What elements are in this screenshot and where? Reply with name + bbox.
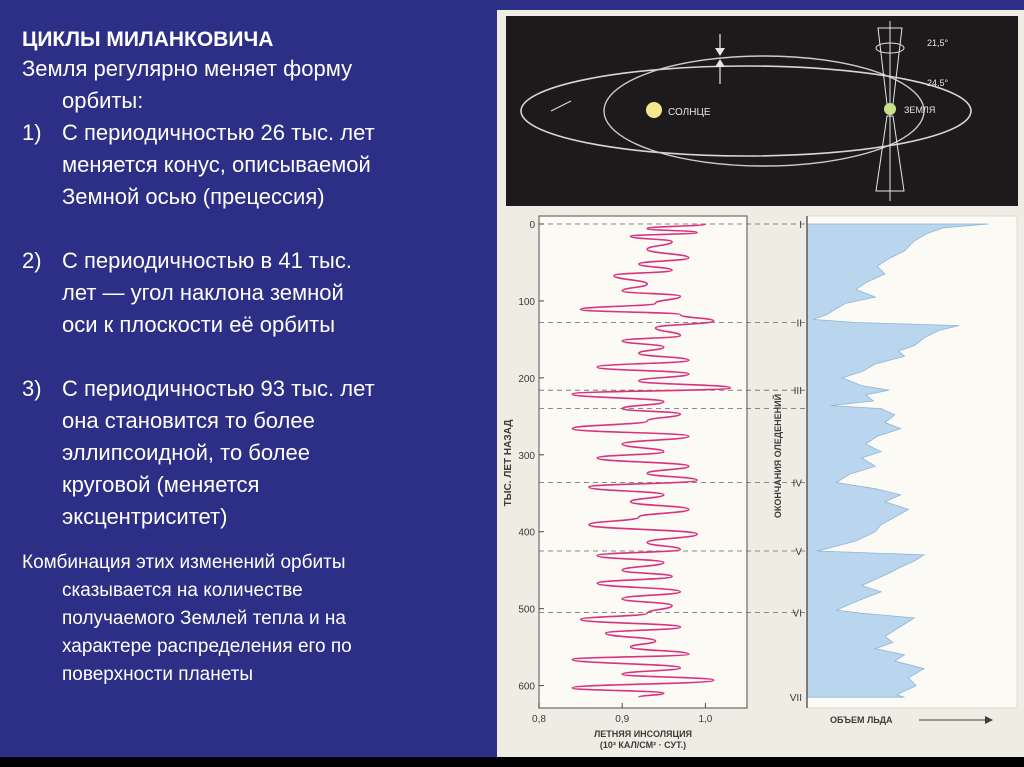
conclusion-line: поверхности планеты — [62, 664, 254, 685]
glaciation-marker-label: V — [795, 547, 802, 558]
conclusion-paragraph: Комбинация этих изменений орбиты сказыва… — [22, 549, 492, 689]
list-item-1: 1) С периодичностью 26 тыс. лет меняется… — [22, 117, 492, 213]
y-tick-label: 300 — [518, 451, 535, 462]
y-tick-label: 0 — [529, 220, 535, 231]
conclusion-line: характере распределения его по — [62, 636, 352, 657]
arrow-right-icon — [985, 716, 993, 724]
insolation-y-axis-label: ТЫС. ЛЕТ НАЗАД — [503, 420, 514, 507]
y-tick-label: 200 — [518, 374, 535, 385]
earth-icon — [884, 103, 896, 115]
ice-volume-y-axis-label: ОКОНЧАНИЯ ОЛЕДЕНЕНИЙ — [772, 394, 783, 518]
y-tick-label: 100 — [518, 297, 535, 308]
list-item-line: С периодичностью 93 тыс. лет — [62, 376, 375, 401]
charts-area: 0 100 200 300 400 500 600 0,8 0,9 1,0 ТЫС. ЛЕТ Н… — [503, 215, 1018, 750]
conclusion-line: сказывается на количестве — [62, 580, 303, 601]
orbit-diagram: СОЛНЦЕ ЗЕМЛЯ 21,5° 24,5° — [506, 16, 1018, 206]
ice-volume-x-axis-label: ОБЪЕМ ЛЬДА — [830, 715, 893, 725]
list-item-number: 3) — [22, 376, 42, 401]
y-tick-label: 600 — [518, 682, 535, 693]
angle-min-label: 21,5° — [927, 38, 949, 48]
x-tick-label: 0,9 — [615, 714, 629, 725]
orbit-ellipse-outer — [520, 65, 972, 157]
orbit-ellipse-inner — [603, 55, 925, 167]
precession-cone-bottom — [875, 115, 905, 192]
ice-volume-area — [806, 223, 989, 698]
angle-max-label: 24,5° — [927, 78, 949, 88]
list-item-number: 1) — [22, 120, 42, 145]
list-item-2: 2) С периодичностью в 41 тыс. лет — угол… — [22, 245, 492, 341]
x-tick-label: 0,8 — [532, 714, 546, 725]
bottom-bar — [0, 757, 1024, 767]
x-tick-label: 1,0 — [698, 714, 712, 725]
arrowhead-down-icon — [715, 48, 725, 56]
arrowhead-up-icon — [715, 59, 725, 67]
sun-label: СОЛНЦЕ — [668, 107, 711, 118]
list-item-line: эллипсоидной, то более — [62, 440, 310, 465]
glaciation-marker-label: VII — [790, 693, 802, 704]
list-item-3: 3) С периодичностью 93 тыс. лет она стан… — [22, 373, 492, 533]
glaciation-marker-label: III — [794, 386, 802, 397]
glaciation-marker-label: II — [796, 318, 802, 329]
orbit-direction-arrow — [550, 100, 572, 112]
glaciation-marker-label: IV — [793, 479, 803, 490]
list-item-line: С периодичностью в 41 тыс. — [62, 248, 352, 273]
insolation-series-line — [571, 223, 732, 698]
conclusion-line: Комбинация этих изменений орбиты — [22, 552, 346, 573]
glaciation-marker-label: VI — [793, 609, 802, 620]
slide-title: ЦИКЛЫ МИЛАНКОВИЧА — [22, 28, 274, 51]
list-item-line: эксцентриситет) — [62, 504, 228, 529]
list-item-number: 2) — [22, 248, 42, 273]
list-item-line: круговой (меняется — [62, 472, 260, 497]
list-item-line: оси к плоскости её орбиты — [62, 312, 336, 337]
intro-line-1: Земля регулярно меняет форму — [22, 56, 353, 81]
list-item-line: меняется конус, описываемой — [62, 152, 371, 177]
intro-line-2: орбиты: — [62, 88, 144, 113]
insolation-x-axis-label: ЛЕТНЯЯ ИНСОЛЯЦИЯ — [594, 729, 692, 739]
list-item-line: С периодичностью 26 тыс. лет — [62, 120, 375, 145]
insolation-x-axis-unit: (10³ КАЛ/СМ² · СУТ.) — [600, 740, 686, 750]
list-item-line: она становится то более — [62, 408, 315, 433]
earth-label: ЗЕМЛЯ — [904, 105, 935, 115]
sun-icon — [646, 102, 662, 118]
y-tick-label: 500 — [518, 605, 535, 616]
conclusion-line: получаемого Землей тепла и на — [62, 608, 346, 629]
list-item-line: лет — угол наклона земной — [62, 280, 344, 305]
orbit-background — [506, 16, 1018, 206]
y-tick-label: 400 — [518, 528, 535, 539]
glaciation-marker-label: I — [799, 220, 802, 231]
text-column: ЦИКЛЫ МИЛАНКОВИЧА Земля регулярно меняет… — [22, 26, 492, 689]
list-item-line: Земной осью (прецессия) — [62, 184, 325, 209]
